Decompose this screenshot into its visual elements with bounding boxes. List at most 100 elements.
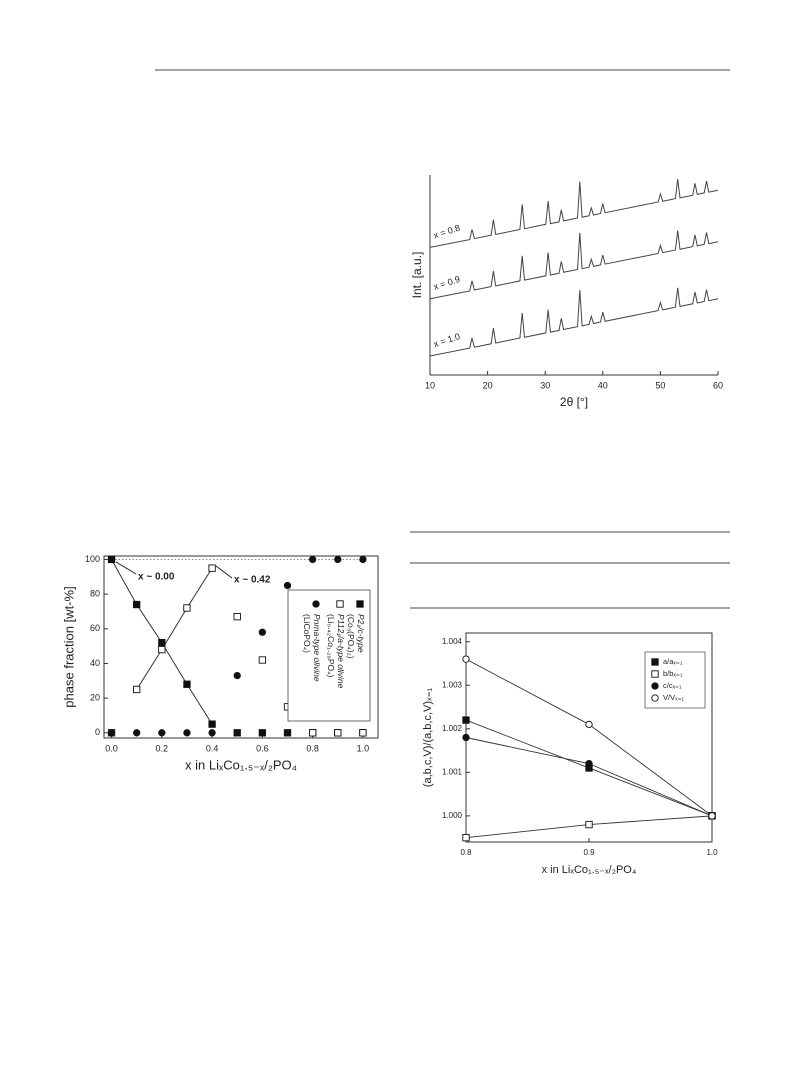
y-tick-label: 0 [95, 727, 100, 737]
x-tick-label: 40 [598, 380, 608, 390]
y-axis-label: (a,b,c,V)/(a,b,c,V)ₓ₌₁ [422, 688, 434, 788]
annotation-arrow [215, 565, 233, 579]
data-point [334, 555, 342, 564]
x-tick-label: 0.6 [256, 743, 269, 753]
x-tick-label: 50 [655, 380, 665, 390]
data-point [462, 733, 470, 742]
data-point [334, 729, 342, 737]
data-point [233, 729, 241, 737]
xrd-pattern [429, 179, 719, 248]
data-point [462, 833, 470, 842]
legend-label: (Co₃(PO₄)₂) [346, 614, 356, 659]
data-point [585, 720, 593, 729]
legend-marker [651, 682, 659, 690]
legend-label: c/cₓ₌₁ [663, 681, 682, 690]
data-point [133, 600, 141, 609]
x-axis-label: 2θ [°] [560, 395, 588, 409]
xrd-pattern [429, 287, 719, 357]
legend-marker [651, 658, 659, 666]
y-tick-label: 1.004 [442, 637, 463, 646]
data-point [107, 729, 116, 737]
y-tick-label: 20 [90, 693, 100, 703]
data-point [585, 759, 593, 768]
data-point [308, 729, 317, 737]
x-tick-label: 1.0 [357, 743, 370, 753]
legend-marker [312, 600, 320, 608]
data-point [359, 729, 367, 737]
legend-label: V/Vₓ₌₁ [663, 693, 685, 702]
data-point [133, 729, 141, 737]
data-point [258, 628, 267, 636]
data-point [233, 613, 241, 621]
data-point [258, 729, 267, 737]
data-point [308, 555, 317, 564]
legend-box [287, 589, 371, 722]
x-tick-label: 0.2 [156, 743, 169, 753]
data-point [585, 820, 593, 829]
y-tick-label: 1.001 [442, 767, 463, 776]
data-point [462, 655, 470, 663]
annotation-arrow [115, 561, 137, 575]
data-point [283, 729, 292, 737]
y-tick-label: 80 [90, 589, 100, 599]
trend-line [136, 567, 213, 690]
legend-marker [651, 670, 659, 678]
x-tick-label: 1.0 [706, 848, 718, 857]
legend-label: b/bₓ₌₁ [663, 669, 683, 678]
x-tick-label: 0.0 [105, 743, 118, 753]
x-tick-label: 30 [540, 380, 550, 390]
x-axis-label: x in LiₓCo₁.₅₋ₓ/₂PO₄ [542, 864, 637, 876]
legend-label: a/aₓ₌₁ [663, 657, 683, 666]
xrd-pattern [429, 230, 719, 300]
y-tick-label: 1.003 [442, 680, 463, 689]
data-point [233, 671, 241, 680]
data-point [183, 604, 191, 612]
y-tick-label: 1.000 [442, 811, 463, 820]
legend-label: Pnma-type olivine [312, 614, 322, 682]
data-point [708, 812, 716, 820]
legend-marker [356, 600, 364, 608]
annotation: x ~ 0.00 [138, 572, 175, 583]
data-point [107, 555, 116, 564]
data-point [283, 581, 292, 590]
data-point [462, 716, 470, 724]
data-point [158, 729, 166, 737]
x-tick-label: 0.8 [306, 743, 319, 753]
y-tick-label: 60 [90, 623, 100, 633]
series-label: x = 0.9 [432, 274, 461, 292]
fit-line [465, 737, 713, 817]
legend-label: P2₁/c-type [356, 614, 366, 653]
data-point [158, 645, 166, 654]
data-point [208, 564, 216, 572]
legend-label: (LiCoPO₄) [302, 614, 312, 653]
data-point [208, 720, 216, 728]
y-tick-label: 1.002 [442, 724, 463, 733]
legend-label: (Li₀.₄₂Co₁.₂₉PO₄) [326, 614, 336, 678]
series-label: x = 1.0 [432, 331, 461, 349]
annotation: x ~ 0.42 [234, 575, 271, 586]
legend-label: P112₁/a-type olivine [336, 614, 346, 689]
x-tick-label: 10 [425, 380, 435, 390]
x-tick-label: 0.4 [206, 743, 219, 753]
y-tick-label: 100 [85, 554, 100, 564]
data-point [183, 729, 191, 737]
data-point [183, 680, 191, 688]
legend-marker [651, 694, 659, 702]
data-point [133, 685, 141, 694]
y-axis-label: phase fraction [wt-%] [61, 586, 76, 707]
legend-marker [336, 600, 344, 608]
data-point [158, 639, 166, 647]
data-point [258, 656, 267, 664]
plot-frame [103, 555, 379, 739]
x-tick-label: 0.9 [583, 848, 595, 857]
y-tick-label: 40 [90, 658, 100, 668]
x-tick-label: 20 [483, 380, 493, 390]
data-point [208, 729, 216, 737]
y-axis-label: Int. [a.u.] [410, 252, 424, 299]
x-tick-label: 0.8 [460, 848, 472, 857]
data-point [359, 555, 367, 564]
x-tick-label: 60 [713, 380, 723, 390]
series-label: x = 0.8 [432, 223, 461, 241]
